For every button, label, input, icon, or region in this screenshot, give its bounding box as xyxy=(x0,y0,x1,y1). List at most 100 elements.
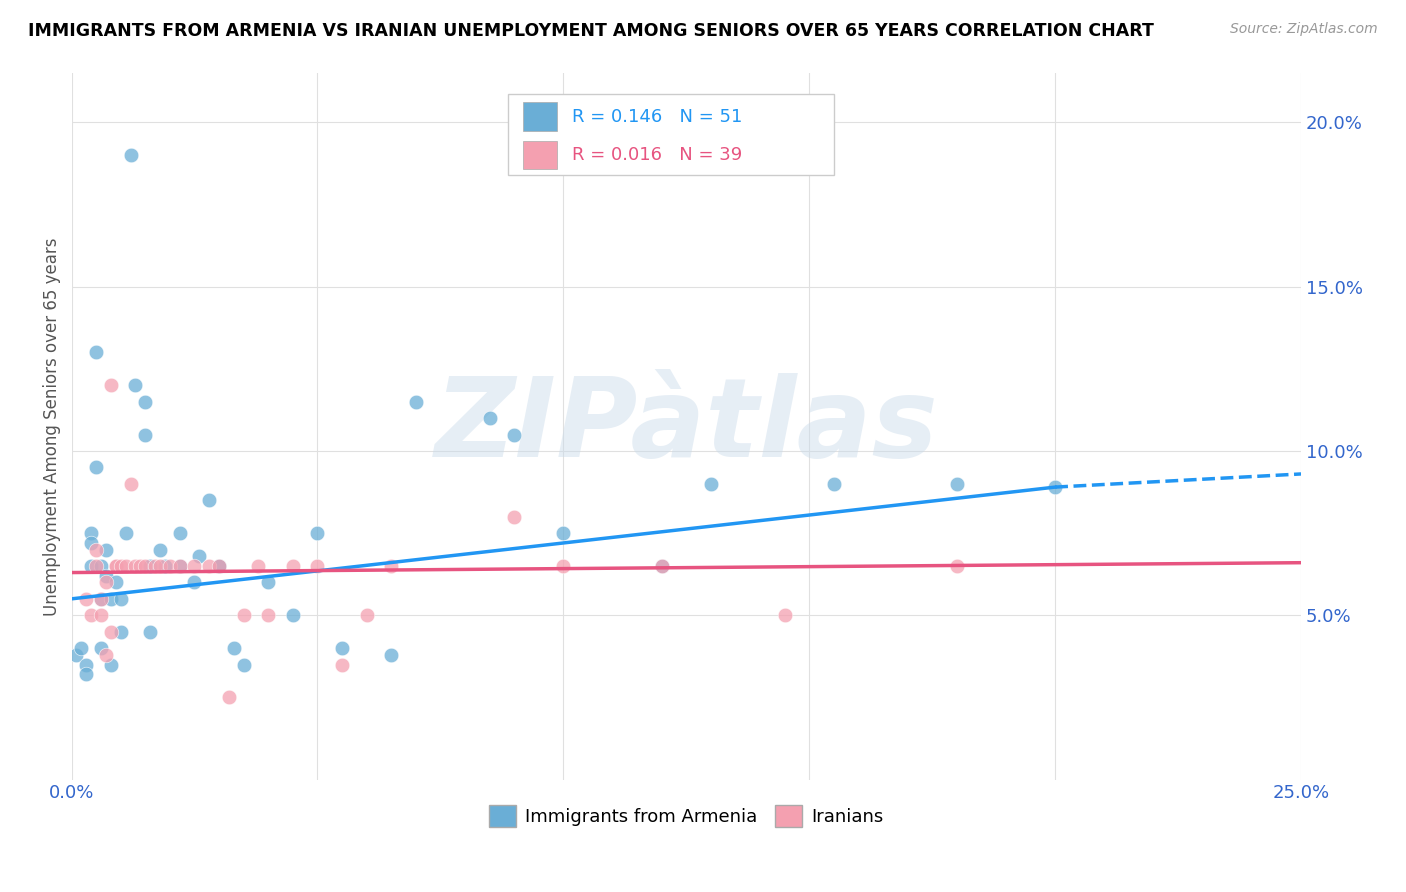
Point xyxy=(90,591,112,606)
Point xyxy=(134,427,156,442)
Point xyxy=(100,378,122,392)
Point xyxy=(110,591,132,606)
Point xyxy=(124,559,146,574)
Point xyxy=(120,476,142,491)
Point xyxy=(380,648,402,662)
Text: Source: ZipAtlas.com: Source: ZipAtlas.com xyxy=(1230,22,1378,37)
Point xyxy=(553,526,575,541)
Point xyxy=(104,559,127,574)
Point xyxy=(503,509,526,524)
Point xyxy=(478,411,501,425)
Point xyxy=(110,559,132,574)
Point xyxy=(75,667,97,681)
Point xyxy=(208,559,231,574)
Point xyxy=(198,559,221,574)
Point xyxy=(114,559,136,574)
Point xyxy=(553,559,575,574)
Point xyxy=(232,657,254,672)
Point xyxy=(94,575,117,590)
Point xyxy=(80,526,103,541)
Point xyxy=(222,641,245,656)
Point xyxy=(503,427,526,442)
Point xyxy=(139,559,162,574)
Point xyxy=(90,559,112,574)
Point xyxy=(700,476,723,491)
Point xyxy=(120,148,142,162)
Point xyxy=(84,460,107,475)
Point xyxy=(84,559,107,574)
Point xyxy=(356,608,378,623)
Point xyxy=(84,542,107,557)
Y-axis label: Unemployment Among Seniors over 65 years: Unemployment Among Seniors over 65 years xyxy=(44,237,60,615)
Point xyxy=(169,559,191,574)
Point xyxy=(945,476,967,491)
Point xyxy=(188,549,211,563)
Point xyxy=(149,559,172,574)
Point xyxy=(80,559,103,574)
Text: R = 0.146   N = 51: R = 0.146 N = 51 xyxy=(572,108,742,126)
Point xyxy=(75,657,97,672)
Point xyxy=(945,559,967,574)
Point xyxy=(104,559,127,574)
Point xyxy=(94,569,117,583)
Point xyxy=(218,690,240,705)
Point xyxy=(208,559,231,574)
Point xyxy=(281,559,304,574)
Point xyxy=(773,608,796,623)
Point xyxy=(100,657,122,672)
Point xyxy=(651,559,673,574)
Text: R = 0.016   N = 39: R = 0.016 N = 39 xyxy=(572,145,742,164)
Point xyxy=(94,542,117,557)
Point xyxy=(307,559,329,574)
Point xyxy=(65,648,87,662)
Point xyxy=(330,657,353,672)
Bar xyxy=(523,141,557,169)
Point xyxy=(75,591,97,606)
Point xyxy=(153,559,176,574)
FancyBboxPatch shape xyxy=(508,95,834,176)
Point xyxy=(232,608,254,623)
Point xyxy=(110,624,132,639)
Point xyxy=(330,641,353,656)
Point xyxy=(100,591,122,606)
Point xyxy=(124,378,146,392)
Point xyxy=(159,559,181,574)
Point xyxy=(208,559,231,574)
Legend: Immigrants from Armenia, Iranians: Immigrants from Armenia, Iranians xyxy=(482,797,891,834)
Point xyxy=(104,575,127,590)
Point xyxy=(129,559,152,574)
Point xyxy=(100,624,122,639)
Point xyxy=(80,536,103,550)
Point xyxy=(1043,480,1066,494)
Bar xyxy=(523,103,557,131)
Text: IMMIGRANTS FROM ARMENIA VS IRANIAN UNEMPLOYMENT AMONG SENIORS OVER 65 YEARS CORR: IMMIGRANTS FROM ARMENIA VS IRANIAN UNEMP… xyxy=(28,22,1154,40)
Point xyxy=(143,559,166,574)
Point xyxy=(134,559,156,574)
Point xyxy=(84,345,107,359)
Point xyxy=(134,394,156,409)
Point xyxy=(169,526,191,541)
Point xyxy=(90,641,112,656)
Point xyxy=(114,526,136,541)
Point xyxy=(307,526,329,541)
Point xyxy=(281,608,304,623)
Point xyxy=(380,559,402,574)
Point xyxy=(405,394,427,409)
Point xyxy=(198,493,221,508)
Text: ZIPàtlas: ZIPàtlas xyxy=(434,373,938,480)
Point xyxy=(823,476,845,491)
Point xyxy=(247,559,270,574)
Point xyxy=(80,608,103,623)
Point xyxy=(90,591,112,606)
Point xyxy=(183,575,205,590)
Point xyxy=(651,559,673,574)
Point xyxy=(94,648,117,662)
Point xyxy=(139,624,162,639)
Point xyxy=(169,559,191,574)
Point xyxy=(90,608,112,623)
Point xyxy=(70,641,93,656)
Point xyxy=(257,608,280,623)
Point xyxy=(183,559,205,574)
Point xyxy=(149,542,172,557)
Point xyxy=(257,575,280,590)
